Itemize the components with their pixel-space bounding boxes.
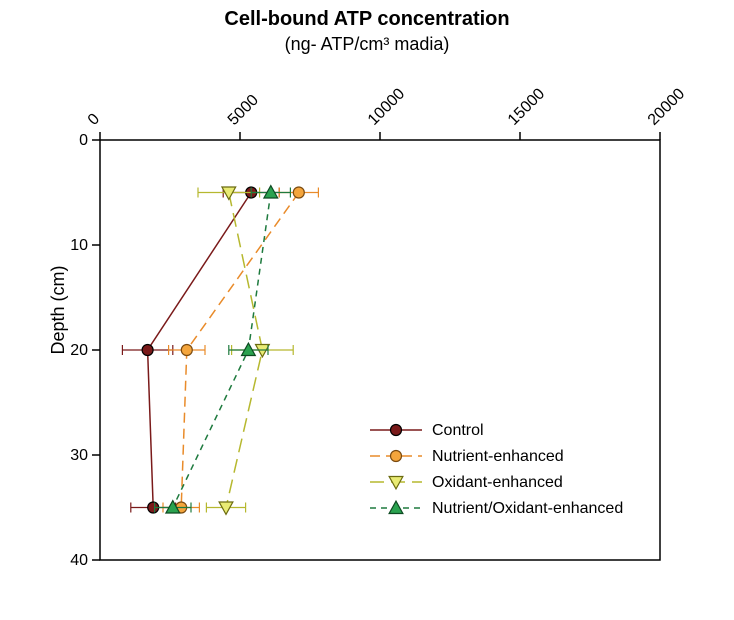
svg-text:30: 30 bbox=[70, 447, 88, 464]
svg-text:40: 40 bbox=[70, 552, 88, 569]
svg-text:0: 0 bbox=[85, 110, 103, 128]
svg-text:20: 20 bbox=[70, 342, 88, 359]
svg-text:Nutrient/Oxidant-enhanced: Nutrient/Oxidant-enhanced bbox=[432, 500, 623, 517]
svg-text:0: 0 bbox=[79, 132, 88, 149]
svg-text:20000: 20000 bbox=[645, 85, 689, 129]
svg-text:5000: 5000 bbox=[225, 92, 262, 129]
svg-text:10: 10 bbox=[70, 237, 88, 254]
svg-text:Nutrient-enhanced: Nutrient-enhanced bbox=[432, 448, 564, 465]
chart-container: Cell-bound ATP concentration (ng- ATP/cm… bbox=[0, 0, 734, 620]
svg-text:Control: Control bbox=[432, 422, 484, 439]
svg-text:10000: 10000 bbox=[365, 85, 409, 129]
chart-svg: 0 5000 10000 15000 20000 0 10 20 30 40 Control Nutr… bbox=[0, 0, 734, 620]
svg-text:15000: 15000 bbox=[505, 85, 549, 129]
svg-text:Oxidant-enhanced: Oxidant-enhanced bbox=[432, 474, 563, 491]
